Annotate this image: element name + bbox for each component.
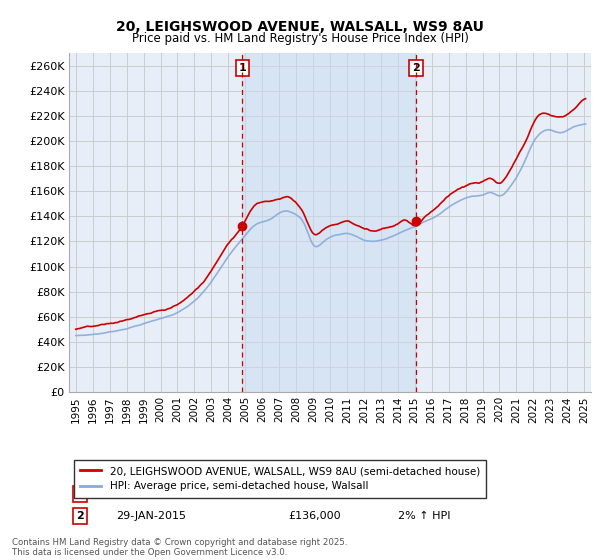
Text: 1: 1: [77, 489, 85, 498]
Text: £132,500: £132,500: [288, 489, 341, 498]
Text: 2: 2: [77, 511, 85, 521]
Legend: 20, LEIGHSWOOD AVENUE, WALSALL, WS9 8AU (semi-detached house), HPI: Average pric: 20, LEIGHSWOOD AVENUE, WALSALL, WS9 8AU …: [74, 460, 486, 498]
Text: 8% ↑ HPI: 8% ↑ HPI: [398, 489, 451, 498]
Text: 29-JAN-2015: 29-JAN-2015: [116, 511, 186, 521]
Text: Price paid vs. HM Land Registry's House Price Index (HPI): Price paid vs. HM Land Registry's House …: [131, 32, 469, 45]
Text: Contains HM Land Registry data © Crown copyright and database right 2025.
This d: Contains HM Land Registry data © Crown c…: [12, 538, 347, 557]
Text: 20, LEIGHSWOOD AVENUE, WALSALL, WS9 8AU: 20, LEIGHSWOOD AVENUE, WALSALL, WS9 8AU: [116, 20, 484, 34]
Text: 29-OCT-2004: 29-OCT-2004: [116, 489, 189, 498]
Text: 1: 1: [239, 63, 246, 73]
Text: 2: 2: [412, 63, 420, 73]
Text: 2% ↑ HPI: 2% ↑ HPI: [398, 511, 451, 521]
Text: £136,000: £136,000: [288, 511, 341, 521]
Bar: [242, 53, 416, 392]
